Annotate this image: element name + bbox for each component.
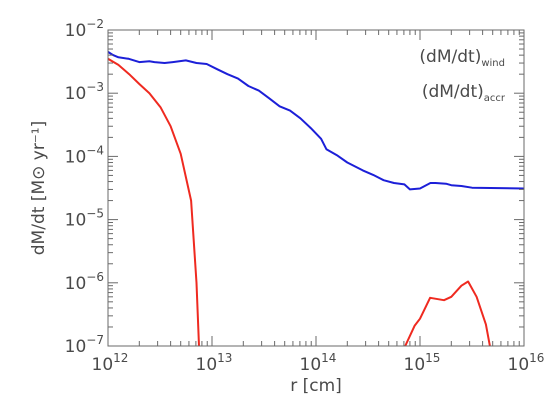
- x-tick-label: 1014: [300, 351, 337, 375]
- series-line-accr-0: [108, 51, 524, 191]
- tick-exponent: −4: [86, 143, 104, 157]
- y-tick-label: 10−4: [65, 143, 104, 167]
- series-layer: [108, 51, 524, 346]
- series-line-wind-1: [404, 280, 491, 346]
- tick-labels: 1012 1013 1014 1015 101610−710−610−510−410−3…: [65, 17, 545, 375]
- x-tick-label: 1015: [404, 351, 441, 375]
- tick-base: 10: [92, 355, 114, 375]
- tick-base: 10: [65, 147, 87, 167]
- tick-base: 10: [196, 355, 218, 375]
- tick-exponent: −5: [86, 207, 104, 221]
- legend-label-accr: (dM/dt)accr: [422, 82, 506, 104]
- y-tick-label: 10−5: [65, 207, 104, 231]
- legend-label-wind: (dM/dt)wind: [419, 47, 505, 69]
- x-tick-label: 1016: [508, 351, 545, 375]
- series-line-wind-0: [108, 57, 200, 346]
- y-tick-label: 10−7: [65, 333, 104, 357]
- tick-base: 10: [65, 84, 87, 104]
- tick-exponent: 15: [425, 351, 440, 365]
- legend: (dM/dt)wind (dM/dt)accr: [419, 47, 505, 104]
- x-tick-label: 1013: [196, 351, 233, 375]
- x-tick-label: 1012: [92, 351, 129, 375]
- tick-exponent: −2: [86, 17, 104, 31]
- x-axis-label: r [cm]: [290, 376, 342, 396]
- tick-exponent: 16: [529, 351, 544, 365]
- tick-exponent: −3: [86, 80, 104, 94]
- tick-exponent: −6: [86, 270, 104, 284]
- tick-exponent: 12: [113, 351, 128, 365]
- y-tick-label: 10−2: [65, 17, 104, 41]
- legend-sub-accr: accr: [484, 93, 506, 104]
- tick-base: 10: [65, 337, 87, 357]
- tick-base: 10: [404, 355, 426, 375]
- y-tick-label: 10−6: [65, 270, 104, 294]
- legend-name-wind: (dM/dt): [419, 47, 481, 67]
- legend-name-accr: (dM/dt): [422, 82, 484, 102]
- tick-exponent: 14: [321, 351, 336, 365]
- tick-base: 10: [300, 355, 322, 375]
- y-axis-label: dM/dt [M⊙ yr⁻¹]: [29, 121, 49, 255]
- plot-frame: [107, 29, 525, 347]
- ticks-layer: [107, 29, 525, 347]
- tick-exponent: −7: [86, 333, 104, 347]
- tick-base: 10: [65, 274, 87, 294]
- y-tick-label: 10−3: [65, 80, 104, 104]
- tick-base: 10: [65, 211, 87, 231]
- legend-sub-wind: wind: [481, 58, 505, 69]
- tick-exponent: 13: [217, 351, 232, 365]
- tick-base: 10: [65, 21, 87, 41]
- tick-base: 10: [508, 355, 530, 375]
